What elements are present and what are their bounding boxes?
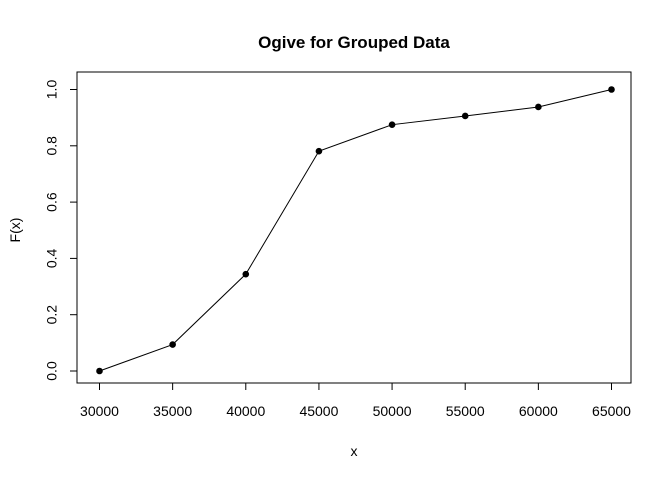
x-tick-label: 40000 [226, 403, 265, 419]
data-point [388, 121, 396, 128]
y-axis-label: F(x) [7, 218, 23, 243]
data-point [461, 112, 469, 120]
x-tick-label: 60000 [519, 403, 558, 419]
x-tick-label: 35000 [153, 403, 192, 419]
data-point [96, 367, 103, 375]
y-tick-label: 1.0 [44, 80, 60, 100]
y-tick-label: 0.4 [44, 248, 60, 268]
data-point [242, 270, 250, 278]
chart-title: Ogive for Grouped Data [258, 33, 450, 52]
y-tick-label: 0.6 [44, 192, 60, 212]
series-ogive [96, 86, 615, 375]
x-axis-label: x [351, 443, 358, 459]
data-point [169, 341, 176, 348]
x-axis: 30000 35000 40000 45000 50000 55000 60000 65000 [80, 382, 631, 419]
plot-area-frame [76, 71, 632, 384]
x-tick-label: 45000 [299, 403, 338, 419]
x-tick-label: 30000 [80, 403, 119, 419]
data-point [608, 86, 615, 93]
ogive-line [99, 89, 612, 372]
y-axis: 0.0 0.2 0.4 0.6 0.8 1.0 [44, 80, 78, 381]
y-tick-label: 0.0 [44, 361, 60, 381]
y-tick-label: 0.2 [44, 305, 60, 325]
y-tick-label: 0.8 [44, 136, 60, 156]
x-tick-label: 65000 [592, 403, 631, 419]
x-tick-label: 55000 [446, 403, 485, 419]
data-point [535, 103, 542, 111]
data-point [315, 147, 323, 155]
x-tick-label: 50000 [373, 403, 412, 419]
